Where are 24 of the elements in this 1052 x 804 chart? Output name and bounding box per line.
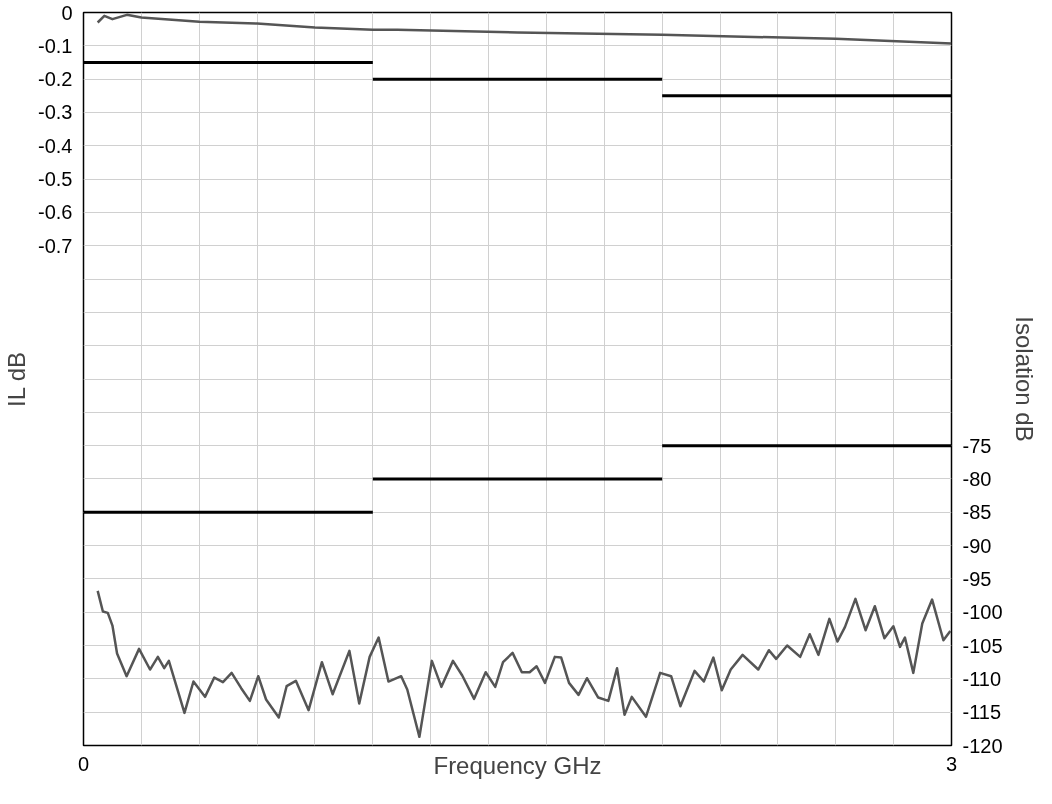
y2-tick-label: -80 — [962, 467, 992, 490]
y2-tick-label: -120 — [962, 734, 1003, 757]
y2-tick-label: -105 — [962, 634, 1003, 657]
y-tick-label: -0.3 — [38, 101, 73, 124]
y2-tick-label: -75 — [962, 434, 992, 457]
y-tick-label: -0.2 — [38, 68, 73, 91]
y2-axis-title: Isolation dB — [1010, 316, 1038, 442]
y-tick-label: -0.4 — [38, 134, 73, 157]
y-tick-label: -0.7 — [38, 234, 73, 257]
y-tick-label: -0.6 — [38, 201, 73, 224]
x-tick-label: 3 — [945, 752, 958, 775]
y-axis-title: IL dB — [3, 351, 31, 408]
y2-tick-label: -95 — [962, 567, 992, 590]
y2-tick-label: -115 — [962, 701, 1002, 724]
line-series — [96, 589, 952, 739]
y2-tick-label: -90 — [962, 534, 992, 557]
line-series — [96, 13, 952, 45]
y-tick-label: -0.1 — [38, 34, 73, 57]
x-axis-title: Frequency GHz — [433, 751, 602, 779]
y-tick-label: -0.5 — [38, 168, 73, 191]
y2-tick-label: -100 — [962, 601, 1003, 624]
y-tick-label: 0 — [61, 1, 73, 24]
y2-tick-label: -110 — [962, 667, 1002, 690]
y2-tick-label: -85 — [962, 501, 992, 524]
